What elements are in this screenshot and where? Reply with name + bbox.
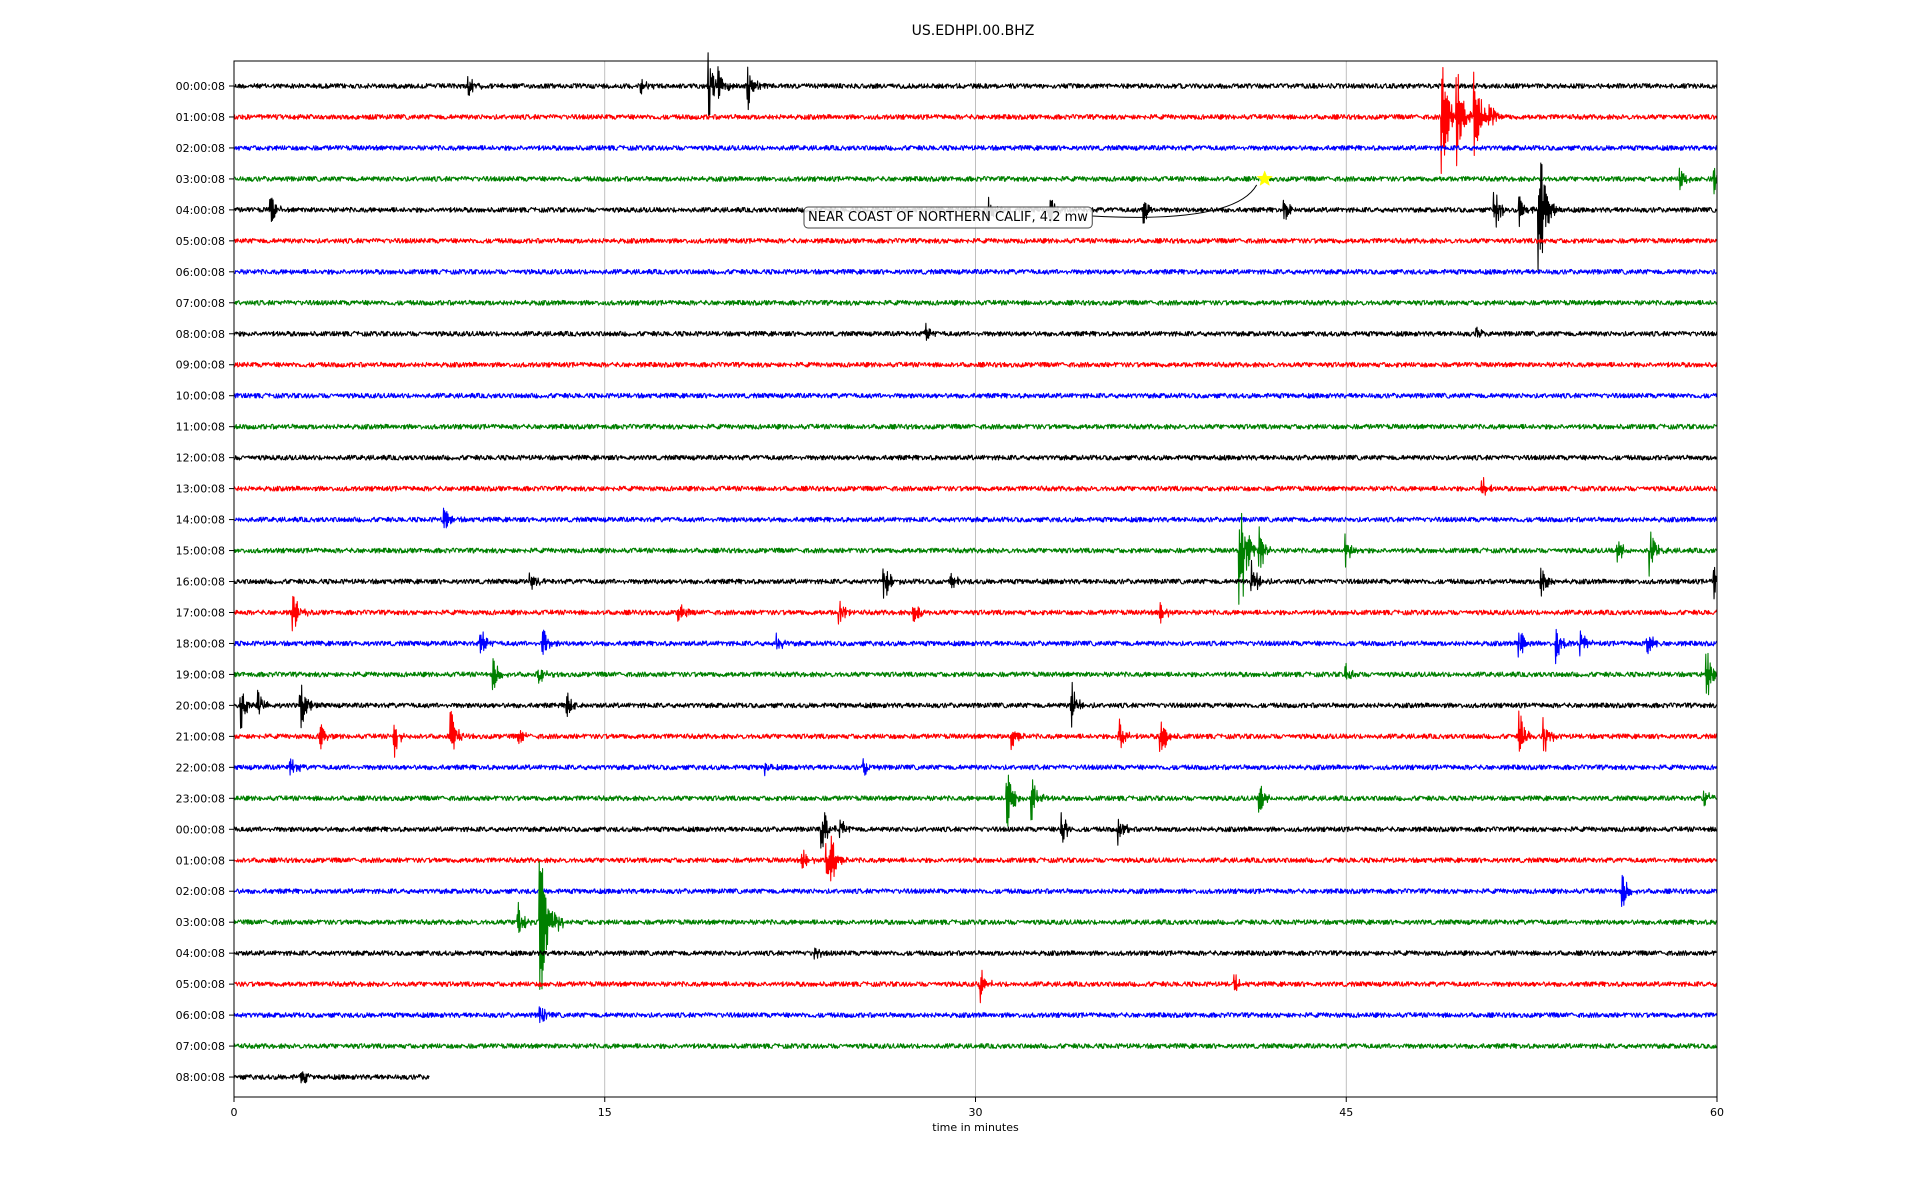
- row-time-label: 06:00:08: [176, 266, 225, 279]
- row-time-label: 06:00:08: [176, 1009, 225, 1022]
- trace-line: [233, 710, 1718, 758]
- trace-line: [233, 595, 1718, 632]
- trace-line: [233, 268, 1717, 275]
- row-time-label: 02:00:08: [176, 885, 225, 898]
- row-time-label: 22:00:08: [176, 761, 225, 774]
- x-axis-ticks: 0 15 30 45 60: [231, 1097, 1724, 1119]
- trace-line: [233, 237, 1718, 244]
- trace-line: [233, 361, 1718, 368]
- trace-line: [233, 835, 1718, 882]
- trace-line: [233, 1006, 1718, 1024]
- row-time-label: 19:00:08: [176, 668, 225, 681]
- event-annotation-box: [803, 206, 1093, 229]
- row-time-label: 23:00:08: [176, 792, 225, 805]
- trace-line: [233, 167, 1718, 195]
- trace-line: [233, 1071, 430, 1084]
- event-annotation-text: NEAR COAST OF NORTHERN CALIF, 4.2 mw: [808, 210, 1088, 225]
- trace-line: [233, 681, 1718, 729]
- row-time-label: 04:00:08: [176, 947, 225, 960]
- trace-line: [233, 758, 1718, 777]
- x-tick-label: 30: [969, 1106, 983, 1119]
- row-time-label: 18:00:08: [176, 637, 225, 650]
- trace-line: [233, 969, 1718, 1004]
- row-time-label: 03:00:08: [176, 173, 225, 186]
- row-time-label: 05:00:08: [176, 978, 225, 991]
- row-time-label: 08:00:08: [176, 328, 225, 341]
- row-time-label: 02:00:08: [176, 142, 225, 155]
- row-time-label: 14:00:08: [176, 514, 225, 527]
- row-time-label: 04:00:08: [176, 204, 225, 217]
- trace-line: [233, 652, 1718, 696]
- trace-line: [233, 812, 1718, 849]
- event-annotation-connector: [1092, 184, 1258, 218]
- trace-line: [233, 454, 1718, 461]
- row-time-label: 17:00:08: [176, 606, 225, 619]
- x-tick-label: 45: [1339, 1106, 1353, 1119]
- row-time-label: 09:00:08: [176, 359, 225, 372]
- row-time-label: 10:00:08: [176, 390, 225, 403]
- trace-line: [233, 861, 1718, 990]
- x-tick-label: 15: [598, 1106, 612, 1119]
- x-tick-label: 0: [231, 1106, 238, 1119]
- row-time-label: 00:00:08: [176, 80, 225, 93]
- trace-rows: [233, 52, 1718, 1084]
- row-time-label: 16:00:08: [176, 576, 225, 589]
- x-axis-label: time in minutes: [932, 1121, 1019, 1134]
- row-time-label: 05:00:08: [176, 235, 225, 248]
- row-time-label: 00:00:08: [176, 823, 225, 836]
- row-time-label: 07:00:08: [176, 297, 225, 310]
- trace-line: [233, 322, 1718, 341]
- row-time-label: 20:00:08: [176, 699, 225, 712]
- trace-line: [233, 1043, 1718, 1050]
- row-time-label: 12:00:08: [176, 452, 225, 465]
- chart-title: US.EDHPI.00.BHZ: [912, 23, 1035, 39]
- trace-line: [233, 507, 1718, 529]
- trace-line: [233, 559, 1718, 600]
- row-time-label: 13:00:08: [176, 483, 225, 496]
- trace-line: [233, 299, 1718, 306]
- event-annotations: NEAR COAST OF NORTHERN CALIF, 4.2 mw: [803, 170, 1273, 229]
- trace-line: [233, 774, 1718, 827]
- row-time-label: 15:00:08: [176, 545, 225, 558]
- row-time-label: 01:00:08: [176, 854, 225, 867]
- x-tick-label: 60: [1710, 1106, 1724, 1119]
- trace-line: [233, 628, 1718, 665]
- trace-line: [233, 874, 1718, 907]
- trace-line: [233, 512, 1718, 605]
- event-star-marker: [1256, 170, 1273, 186]
- trace-line: [233, 947, 1718, 960]
- row-time-label: 21:00:08: [176, 730, 225, 743]
- trace-line: [233, 392, 1718, 399]
- row-time-labels: 00:00:08 01:00:08 02:00:08 03:00:08 04:00:08…: [176, 80, 234, 1084]
- trace-line: [233, 423, 1718, 430]
- trace-line: [233, 66, 1718, 174]
- row-time-label: 11:00:08: [176, 421, 225, 434]
- row-time-label: 08:00:08: [176, 1071, 225, 1084]
- trace-line: [233, 52, 1718, 117]
- row-time-label: 07:00:08: [176, 1040, 225, 1053]
- row-time-label: 01:00:08: [176, 111, 225, 124]
- trace-line: [233, 144, 1718, 151]
- row-time-label: 03:00:08: [176, 916, 225, 929]
- plot-frame: [233, 60, 1718, 1098]
- trace-line: [233, 476, 1718, 496]
